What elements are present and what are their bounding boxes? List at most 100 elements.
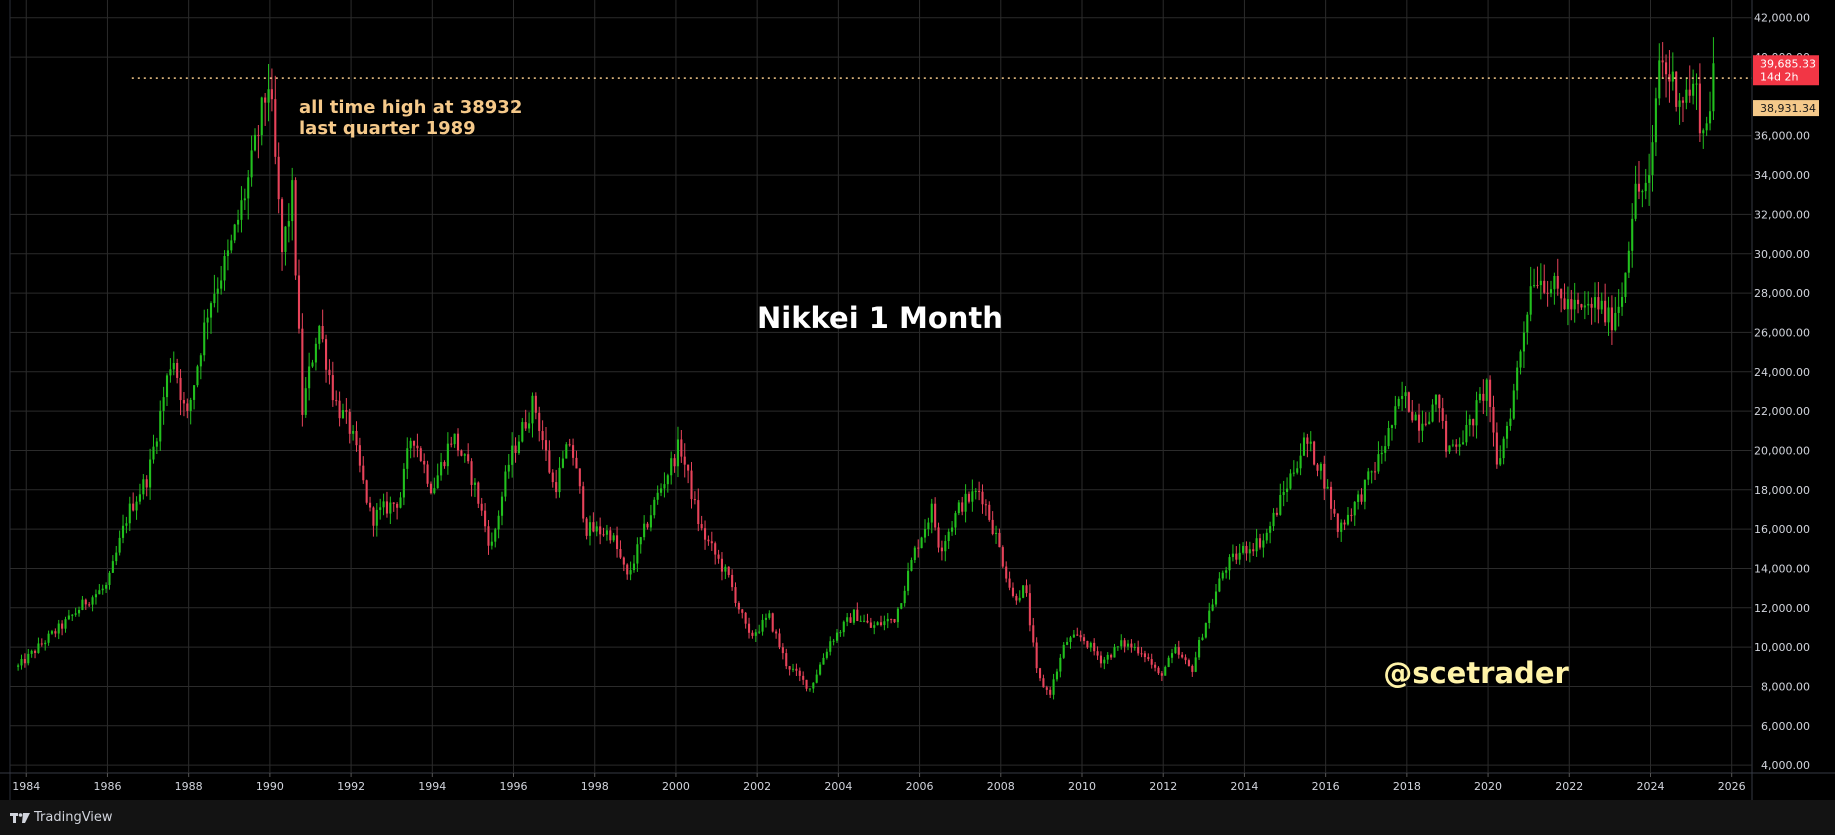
candle-body xyxy=(1099,655,1102,664)
candle-body xyxy=(744,612,747,624)
candle-body xyxy=(666,475,669,485)
candle-body xyxy=(186,403,189,411)
candle-body xyxy=(1052,679,1055,695)
candle-body xyxy=(995,532,998,534)
candle-body xyxy=(463,454,466,456)
candle-body xyxy=(819,664,822,675)
candle-body xyxy=(145,479,148,488)
candle-body xyxy=(1455,444,1458,447)
candle-body xyxy=(1228,557,1231,571)
candle-body xyxy=(352,430,355,434)
candle-body xyxy=(213,293,216,304)
candle-body xyxy=(1106,654,1109,660)
candle-body xyxy=(676,439,680,467)
candle-body xyxy=(1526,314,1529,333)
candle-body xyxy=(1330,486,1333,509)
candle-body xyxy=(389,502,392,514)
candle-body xyxy=(1556,275,1559,289)
candle-body xyxy=(1553,275,1556,290)
candle-body xyxy=(1326,486,1329,489)
candle-body xyxy=(1082,637,1086,641)
candle-body xyxy=(680,439,683,457)
candle-body xyxy=(619,549,622,558)
candle-body xyxy=(64,619,67,629)
candle-body xyxy=(274,99,277,157)
y-tick-label: 26,000.00 xyxy=(1754,326,1810,339)
candle-body xyxy=(453,433,456,445)
candle-body xyxy=(788,666,791,670)
candle-body xyxy=(1343,522,1346,525)
candle-body xyxy=(1235,553,1238,560)
x-tick-label: 1996 xyxy=(500,780,528,793)
candle-body xyxy=(1648,174,1651,183)
candle-body xyxy=(1154,664,1157,668)
tradingview-logo[interactable]: TradingView xyxy=(10,810,113,825)
candle-body xyxy=(656,492,659,500)
candle-body xyxy=(23,659,26,664)
candle-body xyxy=(781,647,784,654)
y-tick-label: 36,000.00 xyxy=(1754,130,1810,143)
candle-body xyxy=(714,543,717,555)
candlestick-chart[interactable]: 42,000.0040,000.0036,000.0034,000.0032,0… xyxy=(0,0,1835,800)
candle-body xyxy=(1143,653,1146,658)
candle-body xyxy=(1546,292,1549,294)
candle-body xyxy=(927,522,930,530)
candle-body xyxy=(917,547,920,549)
candle-body xyxy=(1177,647,1180,655)
time-axis[interactable]: 1984 1986 1988 1990 1992 1994 1996 1998 2000 2002… xyxy=(12,773,1746,793)
candle-body xyxy=(477,482,480,504)
candle-body xyxy=(1248,549,1251,554)
candle-body xyxy=(1045,687,1048,690)
price-axis[interactable]: 42,000.0040,000.0036,000.0034,000.0032,0… xyxy=(1754,12,1810,772)
candle-body xyxy=(1299,455,1302,469)
candle-body xyxy=(1397,398,1400,407)
x-tick-label: 2000 xyxy=(662,780,690,793)
candle-body xyxy=(1695,83,1698,85)
chart-title: Nikkei 1 Month xyxy=(757,301,1003,335)
candle-body xyxy=(964,493,967,512)
candle-body xyxy=(961,502,964,512)
candle-body xyxy=(1208,610,1211,623)
ath-annotation: all time high at 38932 last quarter 1989 xyxy=(299,97,522,139)
candle-body xyxy=(795,668,798,671)
candle-body xyxy=(162,397,165,411)
x-tick-label: 2014 xyxy=(1230,780,1258,793)
candle-body xyxy=(61,623,64,629)
candle-body xyxy=(419,448,422,461)
candle-body xyxy=(1692,83,1695,96)
candle-body xyxy=(517,441,520,454)
y-tick-label: 4,000.00 xyxy=(1761,759,1810,772)
candle-body xyxy=(396,503,399,508)
x-tick-label: 2012 xyxy=(1149,780,1177,793)
candle-body xyxy=(551,472,554,483)
candle-body xyxy=(375,509,378,526)
y-tick-label: 10,000.00 xyxy=(1754,641,1810,654)
candle-body xyxy=(1201,637,1204,641)
candle-body xyxy=(673,458,676,467)
candle-body xyxy=(372,507,375,526)
candle-body xyxy=(277,156,280,200)
watermark: @scetrader xyxy=(1383,656,1569,690)
candle-body xyxy=(1258,538,1262,548)
ath-price-tag: 38,931.34 xyxy=(1760,102,1816,115)
candle-body xyxy=(1583,305,1586,308)
candle-body xyxy=(1008,578,1011,588)
candle-body xyxy=(913,547,916,561)
candle-body xyxy=(1011,587,1015,596)
candle-body xyxy=(281,199,284,252)
candle-body xyxy=(903,590,906,604)
candle-body xyxy=(1404,392,1407,397)
candle-body xyxy=(1631,218,1634,251)
candle-body xyxy=(1536,285,1539,287)
candle-body xyxy=(649,515,652,528)
x-tick-label: 1992 xyxy=(337,780,365,793)
candle-body xyxy=(50,631,54,634)
candle-body xyxy=(1363,479,1366,502)
candle-body xyxy=(883,621,886,626)
candle-body xyxy=(382,501,385,508)
candle-body xyxy=(206,317,209,323)
candle-body xyxy=(1438,394,1441,409)
candle-body xyxy=(159,410,162,442)
candle-body xyxy=(1465,424,1468,443)
candle-body xyxy=(643,523,646,538)
